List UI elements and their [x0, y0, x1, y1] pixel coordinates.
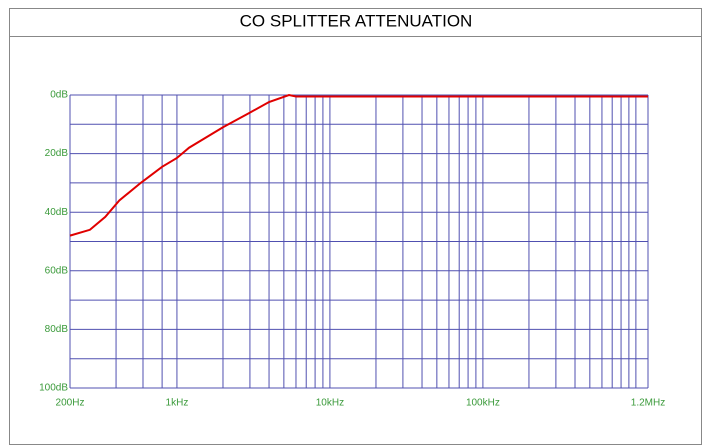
x-tick-label: 100kHz: [466, 398, 500, 409]
chart-title: CO SPLITTER ATTENUATION: [240, 11, 473, 30]
y-tick-label: 80dB: [45, 324, 69, 335]
y-tick-label: 60dB: [45, 265, 69, 276]
y-tick-label: 0dB: [50, 90, 68, 101]
x-tick-label: 200Hz: [56, 398, 85, 409]
y-tick-label: 20dB: [45, 148, 69, 159]
x-tick-label: 1kHz: [166, 398, 189, 409]
x-tick-label: 1.2MHz: [631, 398, 665, 409]
frame: [9, 8, 702, 445]
y-tick-label: 100dB: [39, 383, 68, 394]
x-tick-label: 10kHz: [316, 398, 344, 409]
y-tick-label: 40dB: [45, 207, 69, 218]
data-line: [69, 93, 648, 237]
